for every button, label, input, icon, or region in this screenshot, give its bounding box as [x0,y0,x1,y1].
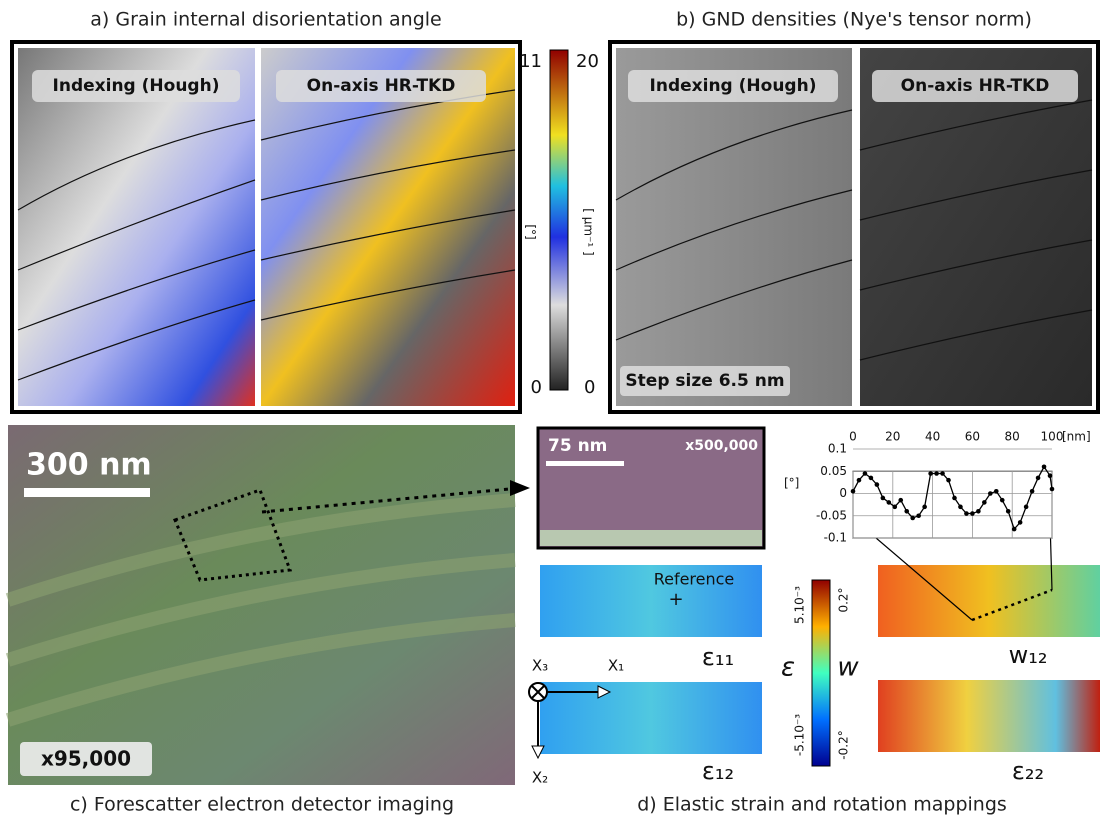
axis-label: X₃ [532,657,548,675]
data-point [892,505,897,510]
x-tick-label: 20 [885,430,900,444]
data-point [934,471,939,476]
x-tick-label: 60 [965,430,980,444]
inset-image [540,530,762,546]
data-point [982,500,987,505]
colorbar [812,580,830,766]
scale-bar [546,461,624,466]
data-point [1050,487,1055,492]
data-point [952,496,957,501]
label: On-axis HR-TKD [307,76,456,96]
colorbar-symbol: w [837,653,859,683]
caption: b) GND densities (Nye's tensor norm) [676,9,1032,31]
x-unit: [nm] [1062,430,1091,444]
data-point [922,505,927,510]
colorbar-label: 20 [576,51,599,72]
label: Reference [654,570,735,589]
y-unit: [°] [784,476,799,490]
caption: c) Forescatter electron detector imaging [70,794,454,816]
data-point [958,505,963,510]
data-point [1000,498,1005,503]
label: Step size 6.5 nm [625,371,784,391]
map-label: w₁₂ [1009,641,1048,669]
y-tick-label: 0 [839,486,847,500]
data-point [994,489,999,494]
label: Indexing (Hough) [650,76,817,96]
colorbar-label: 0 [584,377,595,398]
data-point [976,509,981,514]
label: x95,000 [41,747,131,771]
colorbar-unit: [ µm⁻¹ ] [582,208,596,255]
data-point [910,516,915,521]
caption: d) Elastic strain and rotation mappings [637,794,1007,816]
data-point [916,513,921,518]
colorbar-label: -5.10⁻³ [793,714,807,756]
data-point [857,478,862,483]
data-point [1006,509,1011,514]
y-tick-label: 0.05 [820,464,847,478]
strain-map [878,680,1100,752]
data-point [904,509,909,514]
data-point [1042,465,1047,470]
axis-label: X₂ [532,769,548,787]
colorbar [550,50,568,390]
scale-bar-label: 75 nm [548,436,607,456]
colorbar-label: 0.2° [837,587,851,612]
data-point [1030,489,1035,494]
x-tick-label: 80 [1005,430,1020,444]
colorbar-label: -0.2° [837,730,851,759]
data-point [875,482,880,487]
data-point [881,496,886,501]
data-point [1024,505,1029,510]
data-point [869,476,874,481]
figure: a) Grain internal disorientation angle I… [0,0,1110,819]
map-label: ε₂₂ [1012,757,1044,785]
data-point [851,489,856,494]
data-point [988,491,993,496]
data-point [1048,473,1053,478]
data-point [898,498,903,503]
x-tick-label: 100 [1041,430,1064,444]
colorbar-label: 0 [531,377,542,398]
rotation-map [878,565,1100,637]
data-point [946,478,951,483]
axis-label: X₁ [608,657,624,675]
caption: a) Grain internal disorientation angle [90,9,442,31]
profile-plot: 0 20 40 60 80 100 0.1 0.05 0 -0.05 -0.1 [nm] [°] [784,430,1091,545]
y-tick-label: -0.1 [824,531,847,545]
data-point [964,511,969,516]
label: Indexing (Hough) [53,76,220,96]
arrow-head [510,480,530,496]
data-point [1036,476,1041,481]
x-tick-label: 40 [925,430,940,444]
data-point [928,471,933,476]
colorbar-label: 11 [519,51,542,72]
map-label: ε₁₂ [702,757,734,785]
data-point [940,471,945,476]
plot-background [853,471,1052,538]
colorbar-symbol: ε [781,653,795,683]
scale-bar-label: 300 nm [26,448,152,483]
x-tick-label: 0 [849,430,857,444]
colorbar-label: 5.10⁻³ [793,586,807,624]
data-point [887,500,892,505]
label: On-axis HR-TKD [901,76,1050,96]
data-point [970,511,975,516]
data-point [1018,520,1023,525]
y-tick-label: -0.05 [816,508,847,522]
reference-mark: + [668,589,683,610]
y-tick-label: 0.1 [828,442,847,456]
scale-bar [24,488,150,497]
colorbar-unit: [°] [524,224,538,239]
map-label: ε₁₁ [702,643,734,671]
data-point [1012,527,1017,532]
data-point [863,471,868,476]
label: x500,000 [685,438,758,454]
